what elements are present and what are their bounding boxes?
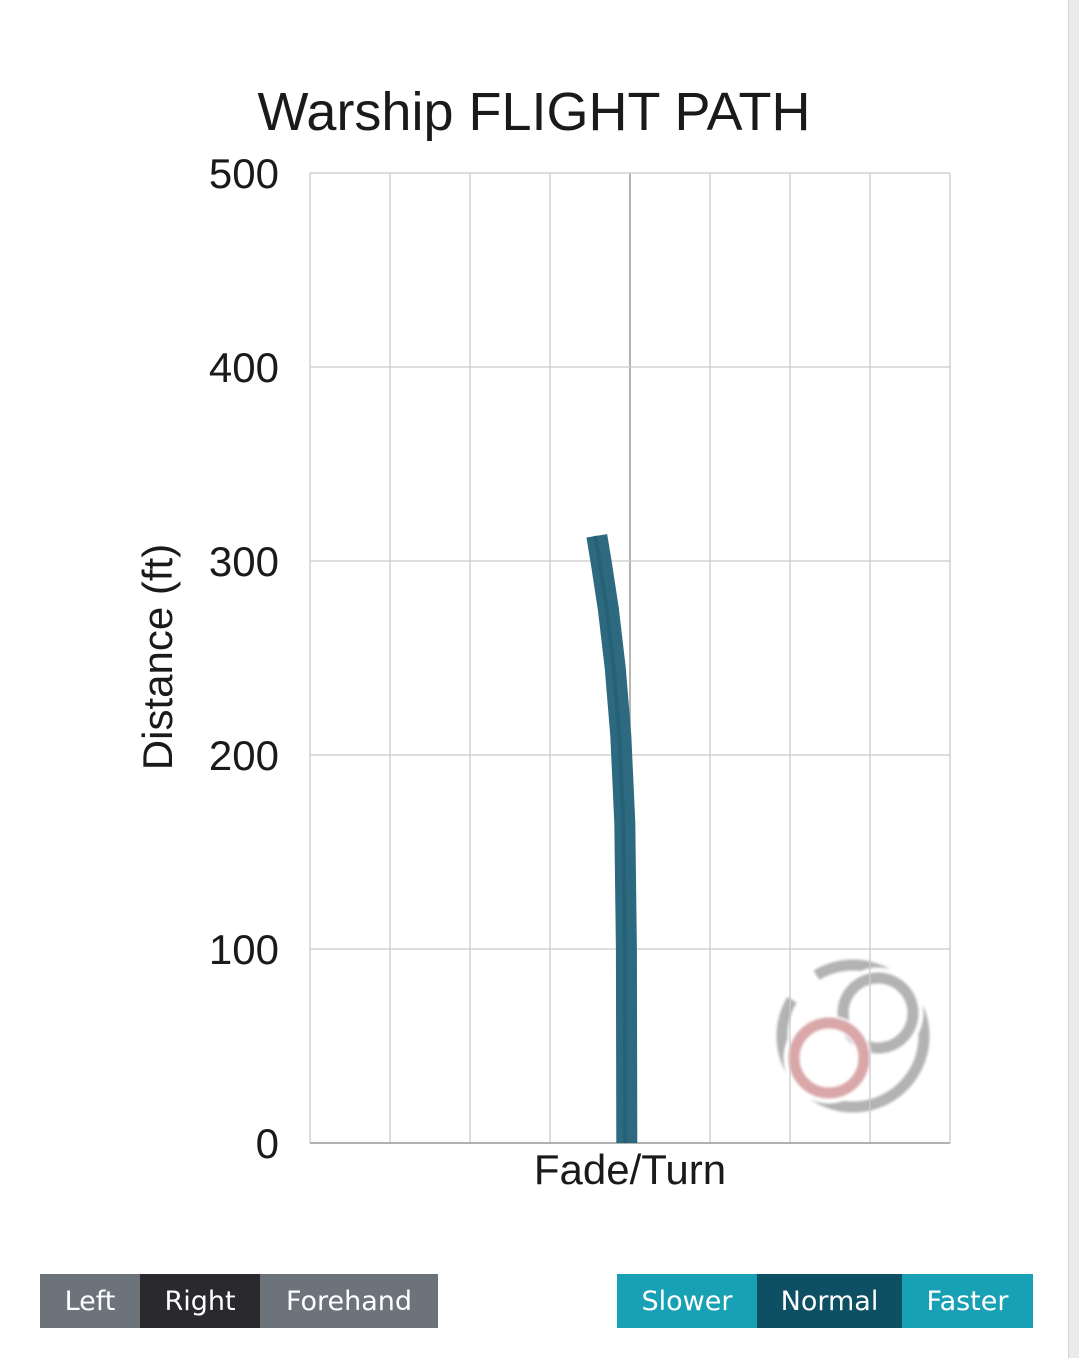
left-hand-button[interactable]: Left bbox=[40, 1274, 140, 1328]
y-axis-tick-labels: 0 100 200 300 400 500 bbox=[209, 150, 279, 1167]
forehand-button[interactable]: Forehand bbox=[260, 1274, 438, 1328]
y-tick-label: 400 bbox=[209, 344, 279, 391]
speed-toggle: Slower Normal Faster bbox=[617, 1274, 1033, 1328]
x-axis-label: Fade/Turn bbox=[534, 1146, 726, 1193]
normal-button[interactable]: Normal bbox=[757, 1274, 902, 1328]
y-tick-label: 100 bbox=[209, 926, 279, 973]
y-tick-label: 500 bbox=[209, 150, 279, 197]
y-axis-label: Distance (ft) bbox=[134, 544, 181, 770]
handedness-toggle: Left Right Forehand bbox=[40, 1274, 438, 1328]
faster-button[interactable]: Faster bbox=[902, 1274, 1033, 1328]
logo-red-loop-inner-casing bbox=[786, 1015, 872, 1101]
logo-red-loop-casing bbox=[783, 1012, 875, 1104]
chart-title: Warship FLIGHT PATH bbox=[257, 82, 810, 142]
logo-outer-ring bbox=[776, 959, 930, 1113]
flight-path-series bbox=[586, 534, 638, 1144]
logo-red-loop bbox=[788, 1017, 870, 1099]
y-tick-label: 300 bbox=[209, 538, 279, 585]
logo-gray-loop-casing bbox=[832, 967, 924, 1059]
y-tick-label: 0 bbox=[256, 1120, 279, 1167]
right-hand-button[interactable]: Right bbox=[140, 1274, 260, 1328]
scrollbar-track[interactable] bbox=[1068, 0, 1079, 1358]
y-tick-label: 200 bbox=[209, 732, 279, 779]
slower-button[interactable]: Slower bbox=[617, 1274, 757, 1328]
infinity-logo-watermark bbox=[776, 959, 930, 1113]
flight-path-seam bbox=[593, 535, 628, 1144]
logo-gray-loop bbox=[837, 972, 919, 1054]
